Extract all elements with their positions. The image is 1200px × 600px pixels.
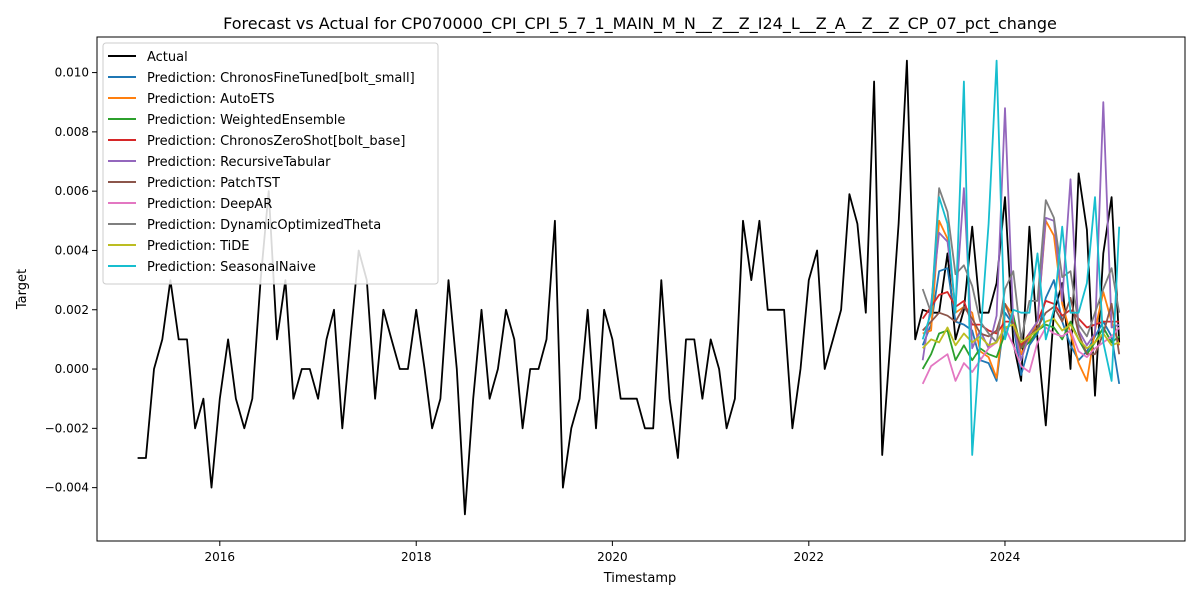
y-tick-label: 0.002 [55, 303, 89, 317]
plot-series [137, 59, 1121, 516]
legend-entry: Prediction: ChronosFineTuned[bolt_small] [147, 71, 415, 86]
x-tick-label: 2020 [597, 550, 628, 564]
legend-entry: Prediction: DynamicOptimizedTheta [147, 218, 381, 233]
x-axis: 2016 2018 2020 2022 2024 [205, 541, 1021, 564]
legend-entry: Prediction: AutoETS [147, 92, 275, 107]
legend-entry: Prediction: ChronosZeroShot[bolt_base] [147, 134, 405, 149]
y-tick-label: −0.004 [45, 481, 89, 495]
chart-title: Forecast vs Actual for CP070000_CPI_CPI_… [223, 14, 1057, 34]
legend-entry: Prediction: PatchTST [147, 176, 280, 191]
x-tick-label: 2018 [401, 550, 432, 564]
x-tick-label: 2016 [205, 550, 236, 564]
series-line-0 [137, 59, 1121, 516]
x-axis-label: Timestamp [603, 571, 677, 586]
legend: Actual Prediction: ChronosFineTuned[bolt_… [102, 42, 439, 285]
series-line-9 [922, 317, 1120, 350]
y-tick-label: 0.004 [55, 243, 89, 257]
legend-entry: Prediction: WeightedEnsemble [147, 113, 345, 128]
y-tick-label: −0.002 [45, 421, 89, 435]
legend-entry: Prediction: SeasonalNaive [147, 260, 316, 275]
y-tick-label: 0.010 [55, 66, 89, 80]
series-line-7 [921, 326, 1120, 385]
y-axis: −0.004 −0.002 0.000 0.002 0.004 0.006 0.008 0.0… [45, 66, 97, 495]
y-tick-label: 0.006 [55, 184, 89, 198]
legend-box [102, 42, 439, 285]
plot-frame [96, 36, 1186, 542]
series-line-10 [921, 59, 1121, 456]
y-tick-label: 0.000 [55, 362, 89, 376]
y-axis-label: Target [15, 269, 30, 310]
legend-entry: Actual [147, 50, 188, 65]
legend-entry: Prediction: RecursiveTabular [147, 155, 331, 170]
series-line-8 [921, 187, 1121, 344]
x-tick-label: 2022 [794, 550, 825, 564]
series-line-5 [921, 101, 1120, 362]
x-tick-label: 2024 [990, 550, 1021, 564]
y-tick-label: 0.008 [55, 125, 89, 139]
legend-entry: Prediction: TiDE [147, 239, 249, 254]
series-line-6 [922, 296, 1121, 356]
legend-entry: Prediction: DeepAR [147, 197, 272, 212]
